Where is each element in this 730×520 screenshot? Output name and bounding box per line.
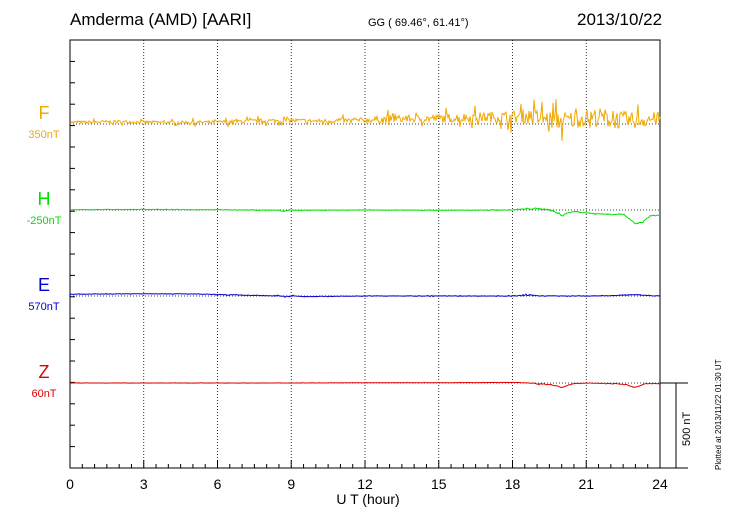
x-tick-label-21: 21	[578, 476, 594, 492]
series-line-E	[69, 292, 661, 298]
x-tick-label-15: 15	[431, 476, 447, 492]
series-line-F	[69, 99, 661, 141]
x-tick-label-0: 0	[66, 476, 74, 492]
x-tick-label-24: 24	[652, 476, 668, 492]
series-label-E: E	[38, 275, 50, 295]
station-coordinates: GG ( 69.46°, 61.41°)	[368, 17, 469, 29]
x-tick-label-3: 3	[140, 476, 148, 492]
baseline-label-F: 350nT	[28, 129, 59, 141]
series-label-F: F	[39, 103, 50, 123]
x-axis-label: U T (hour)	[336, 491, 399, 507]
baseline-label-H: -250nT	[27, 215, 62, 227]
x-tick-label-9: 9	[287, 476, 295, 492]
scale-bar-label: 500 nT	[681, 411, 693, 446]
x-tick-label-6: 6	[214, 476, 222, 492]
baseline-label-Z: 60nT	[31, 388, 56, 400]
series-line-Z	[69, 381, 661, 388]
station-title: Amderma (AMD) [AARI]	[70, 10, 252, 29]
series-label-H: H	[38, 189, 51, 209]
plot-credit: Plotted at 2013/11/22 01:30 UT	[714, 359, 723, 470]
baseline-label-E: 570nT	[28, 301, 59, 313]
series-label-Z: Z	[39, 362, 50, 382]
x-tick-label-12: 12	[357, 476, 373, 492]
x-tick-label-18: 18	[505, 476, 521, 492]
series-line-H	[69, 207, 661, 225]
plot-date: 2013/10/22	[577, 10, 663, 29]
